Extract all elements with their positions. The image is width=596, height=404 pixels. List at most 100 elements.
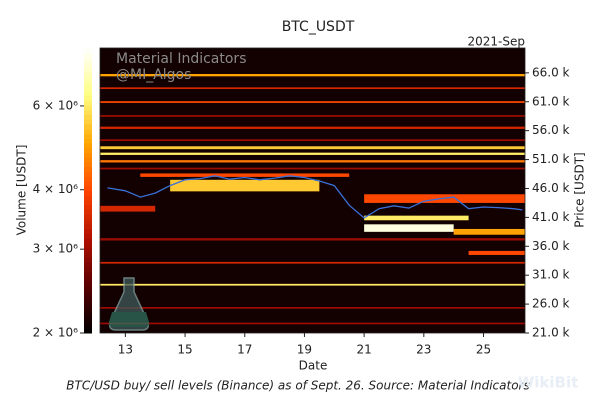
colorbar-segment — [84, 128, 92, 134]
colorbar-segment — [84, 276, 92, 282]
colorbar-segment — [84, 257, 92, 263]
heat-band — [100, 322, 525, 325]
price-line — [107, 175, 523, 219]
colorbar-segment — [84, 285, 92, 291]
y-tick-label: 21.0 k — [532, 326, 570, 340]
colorbar-segment — [84, 299, 92, 305]
colorbar-segment — [84, 290, 92, 296]
colorbar-segment — [84, 119, 92, 125]
heat-band — [100, 74, 525, 77]
colorbar-tick-label: 4 × 10⁶ — [33, 182, 79, 196]
heat-band — [364, 215, 469, 221]
heat-band — [100, 205, 156, 212]
x-tick-label: 13 — [118, 343, 133, 357]
colorbar-tick-label: 6 × 10⁶ — [33, 98, 79, 112]
colorbar-segment — [84, 314, 92, 320]
colorbar-segment — [84, 95, 92, 101]
heat-band — [100, 160, 525, 163]
colorbar-segment — [84, 261, 92, 267]
heat-band — [100, 167, 525, 170]
colorbar-segment — [84, 81, 92, 87]
plot-area — [100, 48, 525, 333]
colorbar-segment — [84, 124, 92, 130]
y-tick-label: 56.0 k — [532, 123, 570, 137]
colorbar-segment — [84, 181, 92, 187]
y-axis-label: Price [USDT] — [573, 152, 587, 227]
colorbar-segment — [84, 171, 92, 177]
colorbar-tick-label: 3 × 10⁶ — [33, 242, 79, 256]
x-tick-label: 15 — [177, 343, 192, 357]
x-tick-label: 19 — [297, 343, 312, 357]
chart-title: BTC_USDT — [282, 19, 355, 35]
flask-logo — [108, 277, 150, 331]
heat-band — [170, 179, 320, 192]
colorbar-segment — [84, 166, 92, 172]
colorbar-segment — [84, 105, 92, 111]
colorbar-segment — [84, 48, 92, 54]
colorbar-segment — [84, 233, 92, 239]
heat-band — [100, 238, 525, 241]
heat-band — [100, 139, 525, 142]
colorbar-segment — [84, 280, 92, 286]
colorbar-segment — [84, 228, 92, 234]
colorbar-segment — [84, 252, 92, 258]
heat-band — [453, 228, 525, 235]
colorbar-segment — [84, 219, 92, 225]
colorbar-segment — [84, 309, 92, 315]
y-tick-label: 26.0 k — [532, 297, 570, 311]
x-tick-label: 21 — [356, 343, 371, 357]
x-tick-label: 23 — [416, 343, 431, 357]
annotation: @MI_Algos — [116, 67, 191, 83]
colorbar-segment — [84, 90, 92, 96]
heat-band — [100, 152, 525, 155]
plot-frame — [99, 47, 526, 334]
colorbar-segment — [84, 271, 92, 277]
colorbar-segment — [84, 62, 92, 68]
heat-band — [100, 283, 525, 286]
colorbar-segment — [84, 86, 92, 92]
watermark: WikiBit — [518, 374, 579, 392]
y-tick-label: 66.0 k — [532, 65, 570, 79]
heat-band — [100, 146, 525, 150]
heat-band — [100, 306, 525, 309]
colorbar-segment — [84, 114, 92, 120]
colorbar-segment — [84, 204, 92, 210]
colorbar-segment — [84, 176, 92, 182]
caption: BTC/USD buy/ sell levels (Binance) as of… — [66, 379, 529, 393]
x-offset-label: 2021-Sep — [468, 35, 526, 49]
colorbar-segment — [84, 304, 92, 310]
colorbar-segment — [84, 223, 92, 229]
colorbar-segment — [84, 318, 92, 324]
y-tick-label: 51.0 k — [532, 152, 570, 166]
y-tick-label: 61.0 k — [532, 94, 570, 108]
y-tick-label: 46.0 k — [532, 181, 570, 195]
colorbar-segment — [84, 138, 92, 144]
colorbar-segment — [84, 328, 92, 334]
colorbar-segment — [84, 157, 92, 163]
colorbar-segment — [84, 76, 92, 82]
x-axis-label: Date — [299, 359, 328, 373]
annotation: Material Indicators — [116, 51, 246, 67]
colorbar-segment — [84, 266, 92, 272]
colorbar-segment — [84, 162, 92, 168]
colorbar-segment — [84, 100, 92, 106]
colorbar-segment — [84, 185, 92, 191]
colorbar-tick-label: 2 × 10⁶ — [33, 326, 79, 340]
colorbar-segment — [84, 52, 92, 58]
colorbar-segment — [84, 71, 92, 77]
colorbar-segment — [84, 143, 92, 149]
colorbar-segment — [84, 323, 92, 329]
colorbar-segment — [84, 209, 92, 215]
x-tick-label: 25 — [476, 343, 491, 357]
colorbar-segment — [84, 67, 92, 73]
colorbar-segment — [84, 109, 92, 115]
heat-band — [468, 250, 525, 255]
colorbar-segment — [84, 133, 92, 139]
colorbar-segment — [84, 238, 92, 244]
x-tick-label: 17 — [237, 343, 252, 357]
heat-band — [364, 224, 454, 232]
heat-band — [100, 115, 525, 117]
colorbar-segment — [84, 57, 92, 63]
colorbar-segment — [84, 200, 92, 206]
